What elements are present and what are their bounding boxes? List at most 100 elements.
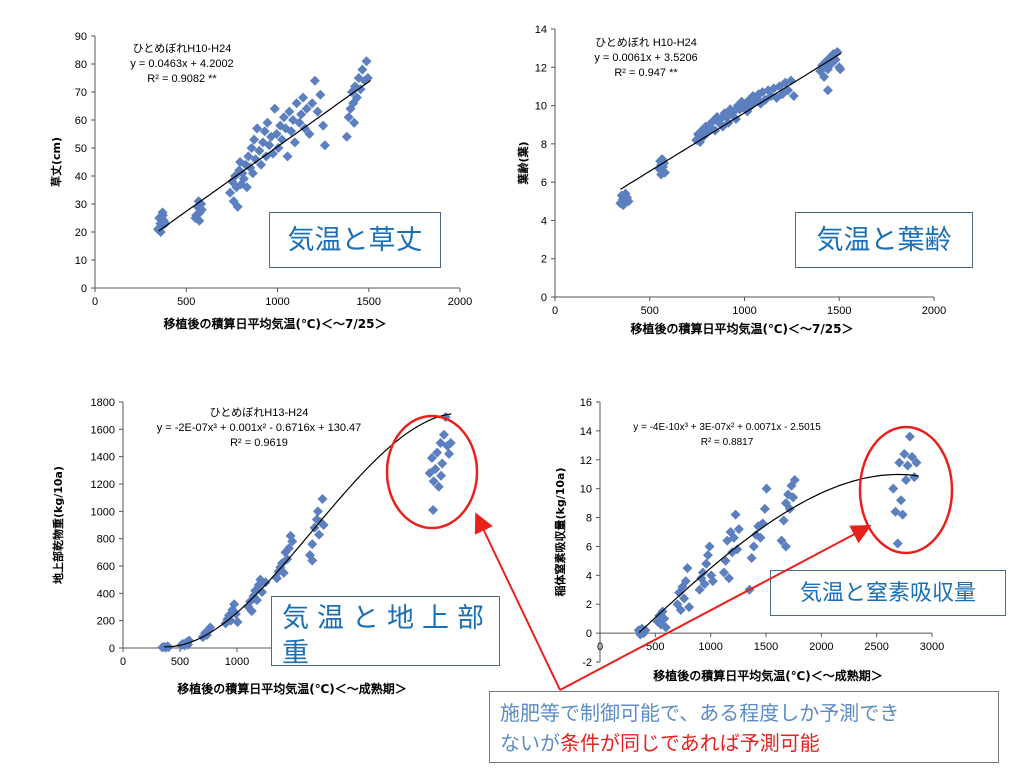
data-point (285, 530, 296, 541)
data-point (282, 151, 293, 162)
equation-line: ひとめぼれH13-H24 (210, 406, 309, 419)
data-point (776, 535, 787, 546)
data-point (428, 504, 439, 515)
equation-line: y = 0.0463x + 4.2002 (130, 58, 233, 70)
data-point (424, 468, 435, 479)
y-tick-label: 200 (97, 616, 115, 628)
data-point (307, 555, 318, 566)
y-tick-label: 1200 (91, 479, 115, 491)
equation-line: y = -4E-10x³ + 3E-07x² + 0.0071x - 2.501… (633, 422, 821, 433)
data-point (264, 140, 275, 151)
data-point (788, 492, 799, 503)
data-point (286, 126, 297, 137)
data-point (620, 188, 631, 199)
data-point (314, 529, 325, 540)
x-tick-label: 1500 (754, 641, 778, 653)
highlight-ellipse-dry-weight (385, 414, 479, 530)
x-tick-label: 1500 (827, 305, 851, 317)
data-point (301, 103, 312, 114)
trendline (620, 52, 842, 190)
data-point (904, 431, 915, 442)
data-point (296, 109, 307, 120)
data-point (748, 541, 759, 552)
data-point (157, 207, 168, 218)
data-point (232, 201, 243, 212)
x-axis-label: 移植後の積算日平均気温(℃)＜～7/25＞ (631, 321, 854, 336)
data-point (732, 544, 743, 555)
callout-dry-weight: 気温と地上部重 (271, 596, 500, 666)
x-axis-label: 移植後の積算日平均気温(℃)＜～成熟期＞ (177, 681, 407, 696)
data-point (640, 625, 651, 636)
arrow-to-nitrogen (559, 525, 872, 691)
data-point (361, 56, 372, 67)
y-tick-label: 0 (586, 628, 592, 640)
data-point (659, 613, 670, 624)
data-point (269, 103, 280, 114)
y-axis-label: 葉齢(葉) (516, 141, 530, 185)
data-point (897, 509, 908, 520)
data-point (702, 550, 713, 561)
data-point (312, 506, 323, 517)
data-point (271, 573, 282, 584)
data-point (284, 106, 295, 117)
data-point (252, 123, 263, 134)
chart-plant-height: 0 10 20 30 40 50 60 70 80 90 0 500 1000 1500 2000 移植後の積… (49, 31, 472, 331)
y-tick-label: 8 (586, 513, 592, 525)
data-point (256, 159, 267, 170)
data-point (312, 106, 323, 117)
x-tick-label: 2000 (809, 641, 833, 653)
data-point (298, 92, 309, 103)
data-point (251, 595, 262, 606)
y-tick-label: 1800 (91, 397, 115, 409)
data-point (304, 129, 315, 139)
data-point (255, 574, 266, 585)
data-point (254, 145, 265, 156)
data-point (888, 483, 899, 494)
data-point (307, 98, 318, 109)
data-point (728, 532, 739, 543)
x-tick-label: 0 (92, 296, 98, 308)
arrow-to-dry-weight (474, 512, 561, 691)
data-point (318, 520, 329, 530)
y-tick-label: 60 (75, 115, 87, 127)
callout-nitrogen-uptake: 気温と窒素吸収量 (770, 570, 1006, 616)
data-point (283, 543, 294, 554)
data-point (351, 92, 362, 103)
y-tick-label: 1400 (91, 452, 115, 464)
data-point (225, 615, 236, 626)
x-tick-label: 500 (641, 305, 659, 317)
y-tick-label: 12 (535, 62, 547, 74)
note-line-1: 施肥等で制御可能で、ある程度しか予測でき (500, 701, 900, 725)
data-point (751, 529, 762, 540)
y-tick-label: 800 (97, 534, 115, 546)
y-tick-label: 16 (580, 397, 592, 409)
data-point (656, 169, 667, 180)
data-point (696, 573, 707, 584)
x-tick-label: 1500 (357, 296, 381, 308)
y-tick-label: 30 (75, 199, 87, 211)
y-tick-label: 6 (541, 177, 547, 189)
data-point (432, 447, 443, 458)
data-point (780, 498, 791, 509)
x-axis-label: 移植後の積算日平均気温(℃)＜～7/25＞ (164, 316, 387, 331)
data-point (259, 126, 270, 137)
data-point (343, 112, 354, 123)
y-axis-label: 地上部乾物重(kg/10a) (51, 466, 65, 584)
equation-line: ひとめぼれH10-H24 (133, 42, 232, 55)
data-point (444, 448, 455, 459)
data-point (238, 173, 249, 184)
y-tick-label: 40 (75, 171, 87, 183)
data-point (280, 547, 291, 558)
y-axis-label: 草丈(cm) (49, 137, 63, 187)
y-tick-label: 2 (586, 599, 592, 611)
data-point (755, 532, 766, 543)
data-point (902, 460, 913, 471)
data-point (911, 457, 922, 468)
x-tick-label: 1000 (698, 641, 722, 653)
data-point (660, 622, 671, 633)
data-point (294, 117, 305, 128)
data-point (679, 593, 690, 604)
data-point (317, 494, 328, 505)
data-point (437, 458, 448, 469)
